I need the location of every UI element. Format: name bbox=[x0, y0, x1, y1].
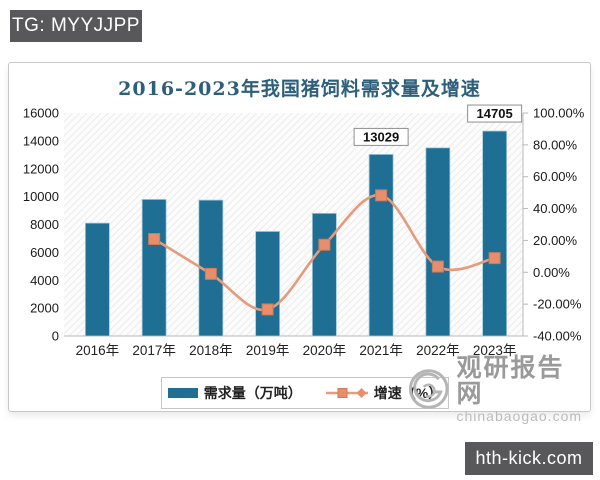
svg-text:80.00%: 80.00% bbox=[533, 137, 578, 152]
legend-item-growth: 增速（%） bbox=[325, 383, 443, 403]
svg-text:2020年: 2020年 bbox=[303, 343, 347, 358]
line-series-swatch bbox=[325, 388, 368, 398]
chart-panel: 0 2000 4000 6000 8000 10000 12000 14000 16000 -40… bbox=[8, 62, 591, 424]
svg-text:-40.00%: -40.00% bbox=[533, 329, 582, 344]
chart-svg: 0 2000 4000 6000 8000 10000 12000 14000 16000 -40… bbox=[23, 104, 585, 358]
telegram-watermark-badge: TG: MYYJJPP bbox=[10, 10, 142, 42]
svg-text:4000: 4000 bbox=[30, 273, 59, 288]
legend-label-growth: 增速（%） bbox=[373, 385, 443, 401]
svg-text:10000: 10000 bbox=[23, 189, 59, 204]
svg-text:2000: 2000 bbox=[30, 301, 59, 316]
svg-text:16000: 16000 bbox=[23, 106, 59, 121]
svg-text:2018年: 2018年 bbox=[189, 343, 233, 358]
svg-text:2021年: 2021年 bbox=[359, 343, 403, 358]
svg-text:2017年: 2017年 bbox=[132, 343, 176, 358]
watermark-site-url: chinabaogao.com bbox=[456, 407, 583, 424]
svg-text:13029: 13029 bbox=[363, 129, 399, 144]
svg-text:6000: 6000 bbox=[30, 245, 59, 260]
svg-text:8000: 8000 bbox=[30, 217, 59, 232]
svg-text:14705: 14705 bbox=[477, 106, 513, 121]
svg-text:2019年: 2019年 bbox=[246, 343, 290, 358]
svg-text:-20.00%: -20.00% bbox=[533, 297, 582, 312]
svg-text:2022年: 2022年 bbox=[416, 343, 460, 358]
site-badge: hth-kick.com bbox=[465, 442, 593, 475]
svg-text:2016年: 2016年 bbox=[76, 343, 120, 358]
svg-text:14000: 14000 bbox=[23, 133, 59, 148]
svg-text:0: 0 bbox=[52, 329, 59, 344]
svg-text:2023年: 2023年 bbox=[473, 343, 517, 358]
svg-text:40.00%: 40.00% bbox=[533, 201, 578, 216]
svg-text:12000: 12000 bbox=[23, 161, 59, 176]
svg-text:0.00%: 0.00% bbox=[533, 265, 570, 280]
bar-series-swatch bbox=[167, 388, 198, 398]
svg-text:100.00%: 100.00% bbox=[533, 106, 585, 121]
legend-item-demand: 需求量（万吨） bbox=[167, 383, 302, 403]
legend-label-demand: 需求量（万吨） bbox=[203, 385, 302, 401]
svg-text:20.00%: 20.00% bbox=[533, 233, 578, 248]
chart-legend: 需求量（万吨） 增速（%） bbox=[161, 377, 449, 409]
svg-text:60.00%: 60.00% bbox=[533, 169, 578, 184]
chart-title: 2016-2023年我国猪饲料需求量及增速 bbox=[118, 78, 481, 100]
